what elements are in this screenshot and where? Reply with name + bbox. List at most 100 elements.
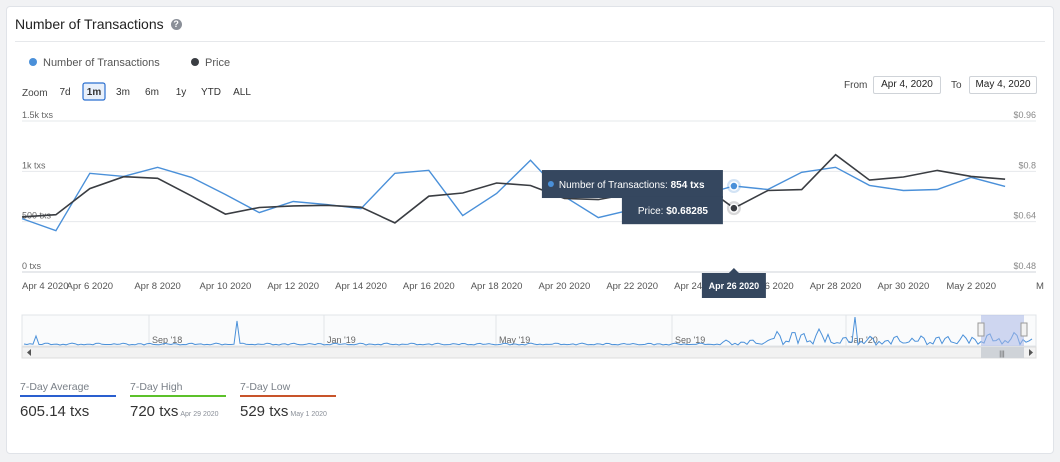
scroll-left-arrow-icon[interactable] — [27, 349, 31, 356]
tooltip-box-price — [621, 196, 723, 225]
chart-series — [21, 153, 1006, 232]
zoom-button-bg — [54, 83, 76, 100]
y-right-tick-label: $0.64 — [1013, 211, 1036, 221]
tooltip-transactions-text: Number of Transactions: 854 txs — [559, 180, 705, 191]
from-date-input[interactable]: Apr 4, 2020 — [873, 76, 941, 94]
zoom-button-7d[interactable]: 7d — [54, 83, 76, 100]
zoom-button-bg — [82, 82, 106, 101]
stat-value: 529 txs May 1 2020 — [240, 403, 336, 420]
x-tick-label: Apr 28 2020 — [810, 281, 862, 292]
scroll-right-arrow-icon[interactable] — [1029, 349, 1033, 356]
zoom-button-6m[interactable]: 6m — [141, 83, 163, 100]
zoom-button-1m[interactable]: 1m — [82, 82, 106, 101]
from-label: From — [844, 80, 868, 91]
series-line-transactions — [21, 159, 1006, 232]
series-line-price — [21, 153, 1006, 224]
navigator-label: Sep '18 — [152, 335, 182, 345]
stat-7day-high: 7-Day High 720 txs Apr 29 2020 — [130, 381, 226, 420]
zoom-label: Zoom — [22, 88, 48, 99]
zoom-button-label: 1m — [87, 87, 102, 98]
x-tick-label: Apr 4 2020 — [22, 281, 68, 292]
transactions-chart: Number of Transactions Price Zoom 7d 1m 3m… — [21, 57, 1044, 359]
x-tick-label: M — [1036, 281, 1044, 292]
zoom-button-bg — [230, 83, 254, 100]
zoom-button-ytd[interactable]: YTD — [199, 83, 223, 100]
zoom-button-1y[interactable]: 1y — [170, 83, 192, 100]
stat-label: 7-Day Average — [20, 381, 90, 393]
tooltip-price-value: $0.68285 — [666, 206, 708, 217]
tooltip-box-transactions — [541, 170, 723, 199]
x-tick-label: May 2 2020 — [946, 281, 996, 292]
stat-7day-average: 7-Day Average 605.14 txs — [20, 381, 116, 420]
y-right-tick-label: $0.48 — [1013, 261, 1036, 271]
tooltip-price-text: Price: $0.68285 — [638, 206, 708, 217]
range-navigator[interactable]: Sep '18 Jan '19 May '19 Sep '19 Jan '20 ||| — [21, 314, 1037, 359]
zoom-button-label: YTD — [201, 87, 221, 98]
zoom-button-group: 7d 1m 3m 6m 1y YTD ALL — [54, 82, 254, 101]
zoom-button-3m[interactable]: 3m — [112, 83, 134, 100]
stat-value-text: 605.14 txs — [20, 403, 90, 420]
legend-label-transactions: Number of Transactions — [43, 57, 160, 69]
scrollbar-grip-icon: ||| — [999, 351, 1005, 358]
x-tick-label: Apr 18 2020 — [471, 281, 523, 292]
navigator-label: May '19 — [499, 335, 530, 345]
tooltip-series-label: Number of Transactions: — [559, 180, 671, 191]
zoom-button-label: ALL — [233, 87, 251, 98]
stat-7day-low: 7-Day Low 529 txs May 1 2020 — [240, 381, 336, 420]
navigator-selection[interactable] — [981, 315, 1024, 346]
stat-value-text: 720 txs — [130, 403, 179, 420]
stat-underline — [20, 395, 116, 397]
zoom-button-label: 1y — [176, 87, 187, 98]
navigator-scrollbar-thumb[interactable] — [981, 347, 1024, 358]
to-date-input[interactable]: May 4, 2020 — [969, 76, 1037, 94]
stat-underline — [130, 395, 226, 397]
y-right-tick-label: $0.96 — [1013, 110, 1036, 120]
hover-point-price — [729, 203, 739, 213]
tooltip-price-label: Price: — [638, 206, 666, 217]
x-tick-label: Apr 10 2020 — [200, 281, 252, 292]
x-tick-label: Apr 22 2020 — [606, 281, 658, 292]
legend-swatch-transactions — [29, 58, 37, 66]
x-tick-label: Apr 16 2020 — [403, 281, 455, 292]
navigator-label: Sep '19 — [675, 335, 705, 345]
zoom-button-bg — [141, 83, 163, 100]
navigator-handle-left[interactable] — [977, 322, 985, 337]
y-axis-right: $0.48 $0.64 $0.8 $0.96 — [1013, 110, 1036, 271]
zoom-button-bg — [199, 83, 223, 100]
x-tick-label: Apr 26 2020 — [742, 281, 794, 292]
zoom-button-all[interactable]: ALL — [230, 83, 254, 100]
card-header: Number of Transactions ? — [15, 16, 182, 32]
question-circle-icon[interactable]: ? — [170, 18, 182, 30]
x-tick-label: Apr 12 2020 — [267, 281, 319, 292]
navigator-label: Jan '20 — [849, 335, 878, 345]
legend: Number of Transactions Price — [29, 57, 230, 69]
page-title: Number of Transactions — [15, 16, 164, 32]
stat-date: Apr 29 2020 — [180, 411, 219, 418]
zoom-button-bg — [112, 83, 134, 100]
stat-value: 605.14 txs — [20, 403, 116, 420]
navigator-sparkline — [23, 316, 1033, 346]
x-tick-label: Apr 14 2020 — [335, 281, 387, 292]
legend-swatch-price — [191, 58, 199, 66]
legend-item-transactions[interactable]: Number of Transactions — [29, 57, 160, 69]
x-tick-label: Apr 30 2020 — [878, 281, 930, 292]
y-left-tick-label: 0 txs — [22, 261, 42, 271]
stat-value: 720 txs Apr 29 2020 — [130, 403, 226, 420]
stat-value-text: 529 txs — [240, 403, 289, 420]
navigator-scrollbar-track[interactable] — [21, 346, 1037, 359]
date-tooltip-box — [701, 273, 766, 298]
stat-underline — [240, 395, 336, 397]
to-label: To — [951, 80, 962, 91]
y-left-tick-label: 1k txs — [22, 160, 46, 170]
navigator-handle-right[interactable] — [1020, 322, 1028, 337]
legend-item-price[interactable]: Price — [191, 57, 230, 69]
x-tick-label: Apr 24 2020 — [674, 281, 726, 292]
zoom-button-label: 6m — [145, 87, 159, 98]
chart-grid — [22, 120, 1036, 273]
y-left-tick-label: 1.5k txs — [22, 110, 54, 120]
x-tick-label: Apr 20 2020 — [539, 281, 591, 292]
x-tick-label: Apr 6 2020 — [67, 281, 113, 292]
header-divider — [15, 41, 1045, 42]
